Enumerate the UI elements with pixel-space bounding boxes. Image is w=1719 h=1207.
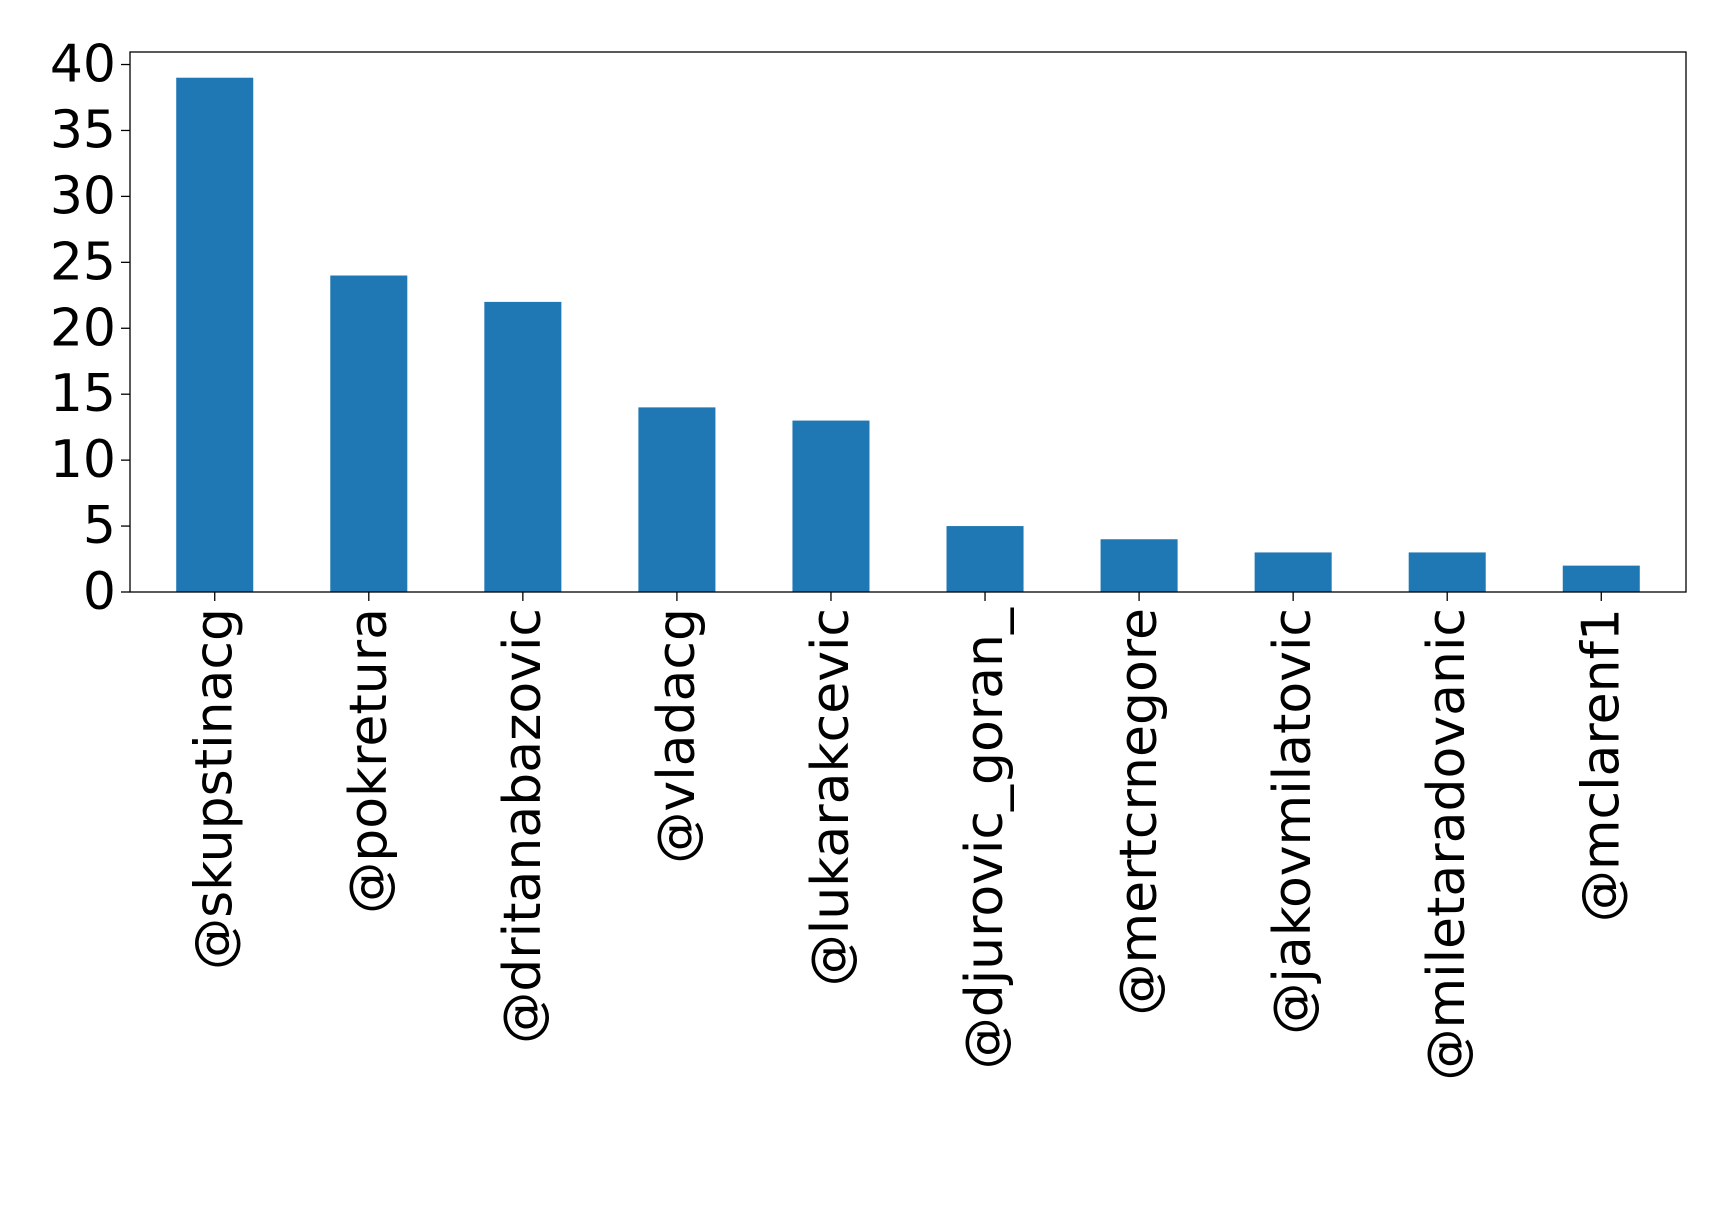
y-tick-label: 40 — [50, 35, 116, 95]
y-tick-label: 5 — [83, 496, 116, 556]
bar-mclarenf1 — [1562, 565, 1640, 592]
bar-mertcrnegore — [1100, 539, 1178, 592]
y-tick-label: 15 — [50, 364, 116, 424]
y-tick-label: 25 — [50, 232, 116, 292]
x-tick-label: @mertcrnegore — [1109, 608, 1169, 1015]
x-tick-label: @skupstinacg — [185, 608, 245, 970]
x-tick-label: @dritanabazovic — [493, 608, 553, 1044]
x-axis: @skupstinacg @pokretura @dritanabazovic @vl… — [185, 592, 1631, 1081]
y-tick-label: 35 — [50, 100, 116, 160]
x-tick-label: @mclarenf1 — [1571, 608, 1631, 922]
plot-frame — [129, 51, 1687, 593]
bar-pokretura — [330, 275, 408, 592]
x-tick-label: @miletaradovanic — [1417, 608, 1477, 1081]
y-tick-label: 20 — [50, 298, 116, 358]
y-tick-label: 10 — [50, 430, 116, 490]
x-tick-label: @jakovmilatovic — [1263, 608, 1323, 1035]
bar-dritanabazovic — [484, 301, 562, 592]
x-tick-label: @lukarakcevic — [801, 608, 861, 986]
bar-skupstinacg — [176, 77, 254, 592]
bar-djurovic-goran- — [946, 526, 1024, 592]
y-tick-label: 30 — [50, 166, 116, 226]
x-tick-label: @djurovic_goran_ — [955, 607, 1015, 1069]
bar-lukarakcevic — [792, 420, 870, 592]
bar-vladacg — [638, 407, 716, 592]
x-tick-label: @pokretura — [339, 608, 399, 914]
bar-miletaradovanic — [1408, 552, 1486, 592]
bar-jakovmilatovic — [1254, 552, 1332, 592]
x-tick-label: @vladacg — [647, 608, 707, 864]
y-tick-label: 0 — [83, 562, 116, 622]
bars-group — [176, 77, 1640, 592]
